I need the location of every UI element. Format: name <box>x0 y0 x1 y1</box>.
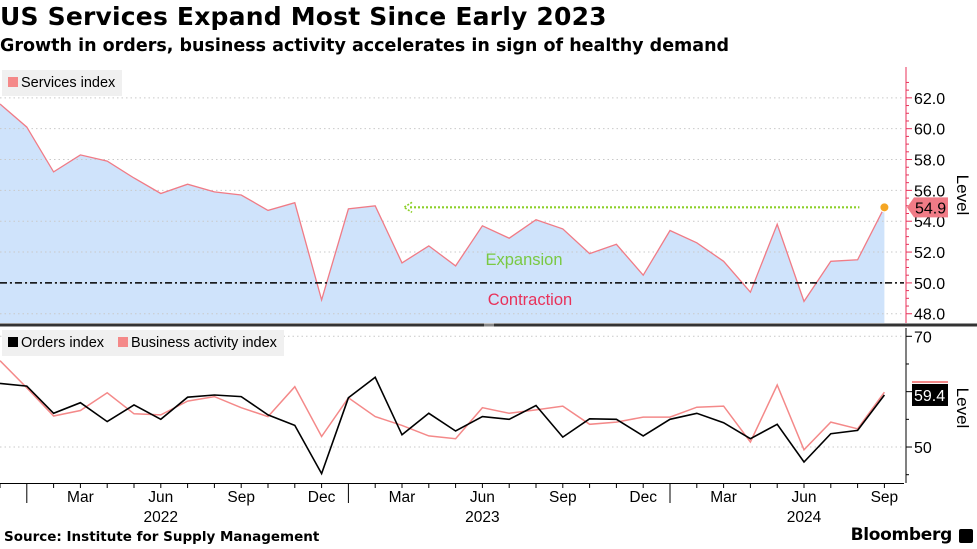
bottom-tick-label: 50 <box>914 440 932 457</box>
top-tick-label: 48.0 <box>914 307 945 324</box>
services-last-point <box>879 202 890 213</box>
top-axis-label: Level <box>953 175 972 216</box>
services-legend-label: Services index <box>21 75 116 91</box>
x-month-label: Dec <box>629 489 657 506</box>
orders-legend-label: Orders index <box>21 335 105 351</box>
bottom-legend: Orders index Business activity index <box>2 330 284 356</box>
chart-title: US Services Expand Most Since Early 2023 <box>0 2 607 31</box>
x-month-label: Mar <box>710 489 737 506</box>
x-month-label: Jun <box>792 489 817 506</box>
bottom-axis-label: Level <box>953 388 972 429</box>
top-tick-label: 56.0 <box>914 183 945 200</box>
x-month-label: Sep <box>871 489 899 506</box>
activity-legend-label: Business activity index <box>131 335 277 351</box>
top-tick-label: 60.0 <box>914 122 945 139</box>
top-last-value-badge <box>907 197 948 218</box>
bottom-last-value-text: 59.4 <box>914 388 945 405</box>
services-legend-swatch <box>8 77 18 87</box>
x-year-label: 2022 <box>144 509 178 526</box>
top-tick-label: 52.0 <box>914 245 945 262</box>
orders-legend-swatch <box>8 337 18 347</box>
expansion-label: Expansion <box>485 251 562 269</box>
top-tick-label: 50.0 <box>914 276 945 293</box>
services-line <box>0 103 885 303</box>
top-tick-label: 62.0 <box>914 91 945 108</box>
bottom-last-value-badge <box>912 383 948 406</box>
x-month-label: Jun <box>470 489 495 506</box>
x-year-label: 2024 <box>787 509 822 526</box>
activity-line <box>0 360 886 452</box>
x-month-label: Mar <box>67 489 94 506</box>
x-month-label: Mar <box>389 489 416 506</box>
recent-high-arrow-head <box>402 201 413 214</box>
bottom-tick-label: 70 <box>914 329 932 346</box>
brand-logo-text: Bloomberg <box>850 525 953 545</box>
x-year-label: 2023 <box>465 509 499 526</box>
top-last-value-text: 54.9 <box>915 200 946 217</box>
top-tick-label: 54.0 <box>914 214 945 231</box>
services-area-fill <box>0 104 885 323</box>
x-month-label: Sep <box>227 489 255 506</box>
x-month-label: Sep <box>549 489 577 506</box>
chart-subtitle: Growth in orders, business activity acce… <box>0 36 730 56</box>
bloomberg-icon <box>959 529 973 543</box>
orders-line <box>0 376 886 476</box>
top-legend: Services index <box>2 70 123 96</box>
x-month-label: Dec <box>308 489 336 506</box>
source-note: Source: Institute for Supply Management <box>4 529 320 545</box>
top-tick-label: 58.0 <box>914 153 945 170</box>
activity-legend-swatch <box>118 337 129 347</box>
x-month-label: Jun <box>148 489 173 506</box>
contraction-label: Contraction <box>488 291 572 309</box>
